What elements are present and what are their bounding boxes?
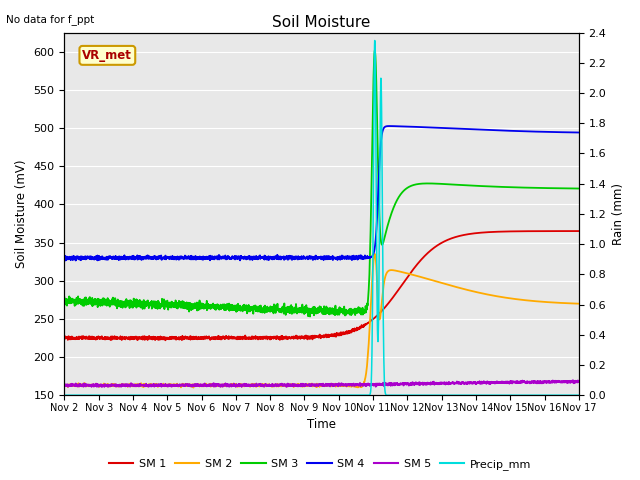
Text: No data for f_ppt: No data for f_ppt <box>6 14 95 25</box>
Legend: SM 1, SM 2, SM 3, SM 4, SM 5, Precip_mm: SM 1, SM 2, SM 3, SM 4, SM 5, Precip_mm <box>104 455 536 474</box>
Text: VR_met: VR_met <box>83 49 132 62</box>
Title: Soil Moisture: Soil Moisture <box>273 15 371 30</box>
Y-axis label: Rain (mm): Rain (mm) <box>612 183 625 245</box>
Y-axis label: Soil Moisture (mV): Soil Moisture (mV) <box>15 160 28 268</box>
X-axis label: Time: Time <box>307 419 336 432</box>
